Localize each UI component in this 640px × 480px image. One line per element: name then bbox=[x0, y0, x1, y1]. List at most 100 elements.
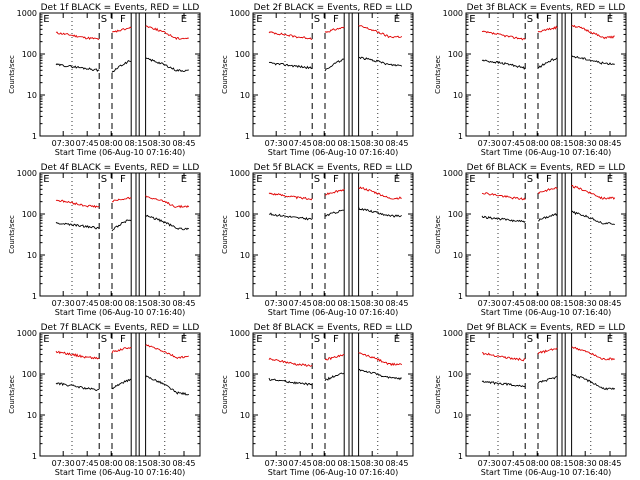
y-axis-label: Counts/sec bbox=[8, 375, 16, 414]
segment-marker: F bbox=[120, 174, 126, 185]
lld-series-line bbox=[268, 357, 313, 367]
lld-series-line bbox=[145, 25, 189, 40]
segment-marker: F bbox=[120, 334, 126, 345]
lld-series-line bbox=[537, 347, 558, 355]
segment-marker: F bbox=[546, 174, 552, 185]
events-series-line bbox=[537, 213, 558, 222]
y-tick-label: 10 bbox=[453, 91, 463, 100]
x-tick-label: 07:30 bbox=[265, 299, 288, 308]
lld-series-line bbox=[145, 195, 190, 209]
events-series-line bbox=[111, 219, 132, 232]
segment-marker: S bbox=[314, 174, 320, 185]
lld-series-line bbox=[358, 352, 403, 367]
events-series-line bbox=[324, 372, 345, 382]
x-tick-label: 07:30 bbox=[265, 139, 288, 148]
x-tick-label: 08:15 bbox=[337, 459, 360, 468]
segment-marker: E bbox=[469, 174, 475, 185]
y-axis-label: Counts/sec bbox=[8, 215, 16, 254]
segment-marker: S bbox=[527, 14, 533, 25]
y-tick-label: 1 bbox=[458, 292, 463, 301]
x-tick-label: 08:00 bbox=[526, 139, 549, 148]
events-series-line bbox=[145, 57, 189, 73]
detector-panel: Det 2f BLACK = Events, RED = LLD 1 10 100 10… bbox=[221, 3, 414, 157]
panel-title: Det 1f BLACK = Events, RED = LLD bbox=[41, 3, 200, 13]
y-tick-label: 100 bbox=[448, 210, 463, 219]
segment-marker: E bbox=[256, 334, 262, 345]
segment-marker: F bbox=[546, 334, 552, 345]
lld-series-line bbox=[111, 346, 132, 354]
lld-series-line bbox=[571, 346, 616, 361]
y-tick-label: 10 bbox=[240, 411, 250, 420]
y-tick-label: 10 bbox=[240, 251, 250, 260]
y-axis-label: Counts/sec bbox=[221, 215, 229, 254]
lld-series-line bbox=[268, 192, 313, 201]
y-tick-label: 1000 bbox=[443, 329, 463, 338]
plot-frame bbox=[39, 332, 201, 457]
segment-marker: S bbox=[314, 334, 320, 345]
lld-series-line bbox=[571, 24, 615, 40]
y-tick-label: 1 bbox=[245, 292, 250, 301]
y-tick-label: 1000 bbox=[230, 329, 250, 338]
x-axis-label: Start Time (06-Aug-10 07:16:40) bbox=[55, 148, 186, 157]
x-tick-label: 08:30 bbox=[361, 299, 384, 308]
panel-title: Det 6f BLACK = Events, RED = LLD bbox=[467, 163, 626, 173]
lld-series-line bbox=[324, 354, 345, 361]
segment-marker: F bbox=[333, 14, 339, 25]
y-tick-label: 1 bbox=[32, 292, 37, 301]
x-tick-label: 07:30 bbox=[478, 299, 501, 308]
x-tick-label: 08:45 bbox=[598, 459, 621, 468]
x-tick-label: 07:45 bbox=[76, 299, 99, 308]
x-tick-label: 08:00 bbox=[100, 459, 123, 468]
x-tick-label: 08:30 bbox=[361, 459, 384, 468]
segment-marker: S bbox=[101, 14, 107, 25]
events-series-line bbox=[481, 215, 526, 223]
detector-panel: Det 7f BLACK = Events, RED = LLD 1 10 100 10… bbox=[8, 323, 201, 477]
y-axis-label: Counts/sec bbox=[221, 55, 229, 94]
x-axis-label: Start Time (06-Aug-10 07:16:40) bbox=[55, 468, 186, 477]
panel-title: Det 8f BLACK = Events, RED = LLD bbox=[254, 323, 413, 333]
y-tick-label: 100 bbox=[22, 370, 37, 379]
segment-marker: E bbox=[394, 334, 400, 345]
x-axis-label: Start Time (06-Aug-10 07:16:40) bbox=[481, 308, 612, 317]
x-axis-label: Start Time (06-Aug-10 07:16:40) bbox=[481, 148, 612, 157]
lld-series-line bbox=[537, 25, 558, 33]
segment-marker: E bbox=[181, 334, 187, 345]
x-tick-label: 07:30 bbox=[52, 139, 75, 148]
x-tick-label: 08:30 bbox=[148, 139, 171, 148]
plot-frame bbox=[465, 172, 627, 297]
x-tick-label: 08:15 bbox=[337, 299, 360, 308]
events-series-line bbox=[55, 221, 100, 230]
plot-frame bbox=[465, 332, 627, 457]
y-tick-label: 1000 bbox=[230, 169, 250, 178]
lld-series-line bbox=[481, 30, 526, 41]
lld-series-line bbox=[481, 192, 526, 201]
x-tick-label: 08:00 bbox=[313, 459, 336, 468]
x-tick-label: 08:45 bbox=[598, 299, 621, 308]
x-tick-label: 08:00 bbox=[313, 299, 336, 308]
events-series-line bbox=[55, 63, 100, 72]
y-tick-label: 1 bbox=[32, 132, 37, 141]
events-series-line bbox=[571, 54, 615, 65]
y-axis-label: Counts/sec bbox=[434, 375, 442, 414]
x-tick-label: 08:15 bbox=[337, 139, 360, 148]
y-tick-label: 1 bbox=[245, 452, 250, 461]
lld-series-line bbox=[111, 26, 132, 33]
y-tick-label: 1000 bbox=[443, 9, 463, 18]
panel-title: Det 7f BLACK = Events, RED = LLD bbox=[41, 323, 200, 333]
x-tick-label: 08:45 bbox=[172, 139, 195, 148]
x-tick-label: 08:45 bbox=[385, 459, 408, 468]
y-tick-label: 1000 bbox=[230, 9, 250, 18]
segment-marker: E bbox=[256, 14, 262, 25]
x-tick-label: 08:30 bbox=[148, 459, 171, 468]
y-tick-label: 1 bbox=[458, 452, 463, 461]
x-tick-label: 08:00 bbox=[100, 299, 123, 308]
detector-panel: Det 5f BLACK = Events, RED = LLD 1 10 100 10… bbox=[221, 163, 414, 317]
plot-frame bbox=[465, 12, 627, 137]
x-tick-label: 08:30 bbox=[361, 139, 384, 148]
y-tick-label: 10 bbox=[27, 251, 37, 260]
x-tick-label: 08:00 bbox=[313, 139, 336, 148]
y-tick-label: 1000 bbox=[443, 169, 463, 178]
y-tick-label: 100 bbox=[235, 210, 250, 219]
lld-series-line bbox=[358, 24, 403, 39]
segment-marker: E bbox=[181, 14, 187, 25]
